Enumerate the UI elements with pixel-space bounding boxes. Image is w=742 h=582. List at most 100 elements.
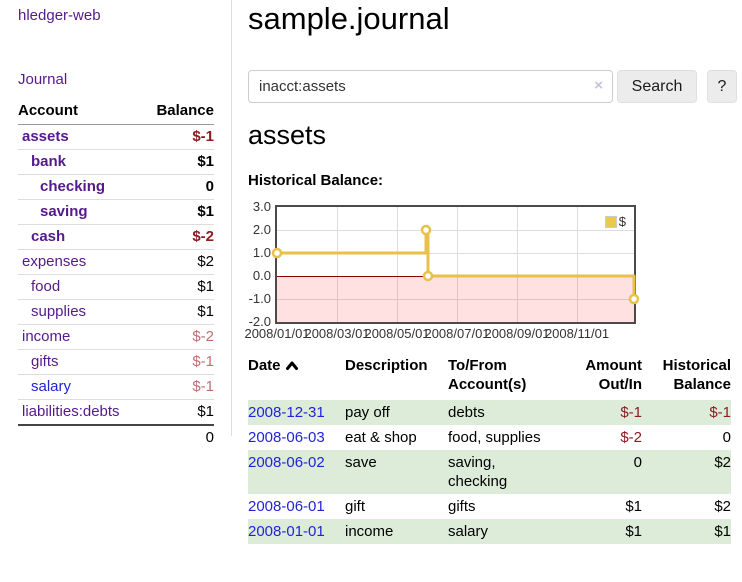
- account-row: checking 0: [18, 174, 214, 200]
- transaction-amount: $-2: [620, 429, 642, 446]
- register-table: Date Description To/From Account(s) Amou…: [248, 354, 731, 544]
- transaction-amount: 0: [633, 454, 642, 471]
- x-axis-tick: 2008/07/01: [424, 326, 490, 341]
- transaction-description: gift: [345, 498, 366, 515]
- balance-series-line: [271, 224, 640, 305]
- transaction-row: 2008-12-31 pay off debts $-1 $-1: [248, 400, 731, 425]
- y-axis-tick: -1.0: [248, 291, 271, 306]
- transaction-row: 2008-01-01 income salary $1 $1: [248, 519, 731, 544]
- search-input[interactable]: [248, 70, 613, 103]
- account-balance: $1: [146, 299, 214, 325]
- gridline: [577, 207, 578, 322]
- account-row: cash $-2: [18, 224, 214, 250]
- account-balance: $1: [146, 149, 214, 175]
- gridline: [517, 207, 518, 322]
- y-axis-tick: -2.0: [248, 314, 271, 329]
- gridline: [277, 299, 634, 300]
- account-heading: assets: [248, 120, 327, 150]
- chart-title: Historical Balance:: [248, 172, 384, 189]
- transaction-row: 2008-06-01 gift gifts $1 $2: [248, 494, 731, 519]
- gridline: [457, 207, 458, 322]
- account-balance: $-1: [146, 374, 214, 400]
- transaction-description: income: [345, 523, 394, 540]
- sidebar-account-income[interactable]: income: [22, 328, 71, 345]
- sidebar-item-journal[interactable]: Journal: [18, 71, 68, 88]
- register-header-balance: Historical Balance: [662, 357, 731, 393]
- transaction-description: save: [345, 454, 377, 471]
- account-balance: $-1: [146, 349, 214, 375]
- sidebar-account-bank[interactable]: bank: [31, 153, 67, 170]
- accounts-balance-table: Account Balance assets $-1 bank $1 checkin…: [18, 100, 214, 450]
- transaction-description: eat & shop: [345, 429, 417, 446]
- transaction-balance: 0: [722, 429, 731, 446]
- transaction-balance: $-1: [709, 404, 731, 421]
- main-content: sample.journal × Search ? assets Histori…: [244, 0, 742, 582]
- transaction-date-link[interactable]: 2008-06-03: [248, 429, 325, 446]
- account-row: income $-2: [18, 324, 214, 350]
- register-header-accounts: To/From Account(s): [448, 357, 527, 393]
- account-balance: $-2: [146, 224, 214, 250]
- account-balance: $1: [146, 199, 214, 225]
- sidebar-account-saving[interactable]: saving: [40, 203, 88, 220]
- sidebar-account-gifts[interactable]: gifts: [31, 353, 59, 370]
- transaction-date-link[interactable]: 2008-01-01: [248, 523, 325, 540]
- search-input-wrap: ×: [248, 70, 613, 103]
- gridline: [277, 230, 634, 231]
- transaction-balance: $2: [714, 498, 731, 515]
- balance-column-header: Balance: [146, 100, 214, 125]
- y-axis-tick: 0.0: [252, 268, 271, 283]
- sidebar-account-checking[interactable]: checking: [40, 178, 106, 195]
- transaction-accounts: gifts: [448, 498, 476, 515]
- x-axis-tick: 2008/11/01: [544, 326, 610, 341]
- sidebar-account-expenses[interactable]: expenses: [22, 253, 87, 270]
- transaction-accounts: debts: [448, 404, 485, 421]
- account-row: supplies $1: [18, 299, 214, 325]
- y-axis-tick: 1.0: [252, 245, 271, 260]
- sidebar-account-food[interactable]: food: [31, 278, 61, 295]
- app-brand-link[interactable]: hledger-web: [18, 7, 101, 24]
- account-balance: $-2: [146, 324, 214, 350]
- data-point-marker: [271, 247, 283, 259]
- data-point-marker: [628, 293, 640, 305]
- search-button[interactable]: Search: [617, 70, 697, 103]
- account-row: liabilities:debts $1: [18, 399, 214, 425]
- account-balance: $1: [146, 399, 214, 425]
- sidebar-account-cash[interactable]: cash: [31, 228, 66, 245]
- transaction-date-link[interactable]: 2008-06-02: [248, 454, 325, 471]
- accounts-total-value: 0: [146, 424, 214, 450]
- transaction-date-link[interactable]: 2008-12-31: [248, 404, 325, 421]
- sidebar-account-liabilities-debts[interactable]: liabilities:debts: [22, 403, 120, 420]
- transaction-accounts: salary: [448, 523, 489, 540]
- account-row: food $1: [18, 274, 214, 300]
- transaction-date-link[interactable]: 2008-06-01: [248, 498, 325, 515]
- x-axis-tick: 2008/01/01: [244, 326, 310, 341]
- transaction-amount: $1: [625, 523, 642, 540]
- sidebar-account-assets[interactable]: assets: [22, 128, 69, 145]
- account-row: saving $1: [18, 199, 214, 225]
- account-row: salary $-1: [18, 374, 214, 400]
- data-point-marker: [420, 224, 432, 236]
- account-row: expenses $2: [18, 249, 214, 275]
- clear-search-icon[interactable]: ×: [594, 77, 603, 94]
- transaction-amount: $-1: [620, 404, 642, 421]
- sort-ascending-icon: [285, 361, 298, 370]
- transaction-balance: $2: [714, 454, 731, 471]
- historical-balance-chart: 3.0 2.0 1.0 0.0 -1.0 -2.0 2008/01/01 200…: [244, 199, 640, 341]
- legend-label: $: [618, 214, 626, 229]
- transaction-balance: $1: [714, 523, 731, 540]
- account-balance: $2: [146, 249, 214, 275]
- register-header-date[interactable]: Date: [248, 354, 345, 400]
- help-button[interactable]: ?: [707, 70, 737, 103]
- date-header-label: Date: [248, 357, 281, 374]
- y-axis-tick: 3.0: [252, 199, 271, 214]
- gridline: [337, 207, 338, 322]
- account-row: gifts $-1: [18, 349, 214, 375]
- sidebar-account-supplies[interactable]: supplies: [31, 303, 87, 320]
- y-axis-tick: 2.0: [252, 222, 271, 237]
- account-balance: $-1: [192, 128, 214, 145]
- account-row: assets $-1: [18, 125, 214, 150]
- transaction-row: 2008-06-02 save saving, checking 0 $2: [248, 450, 731, 494]
- page-title: sample.journal: [248, 1, 450, 36]
- sidebar-account-salary[interactable]: salary: [31, 378, 72, 395]
